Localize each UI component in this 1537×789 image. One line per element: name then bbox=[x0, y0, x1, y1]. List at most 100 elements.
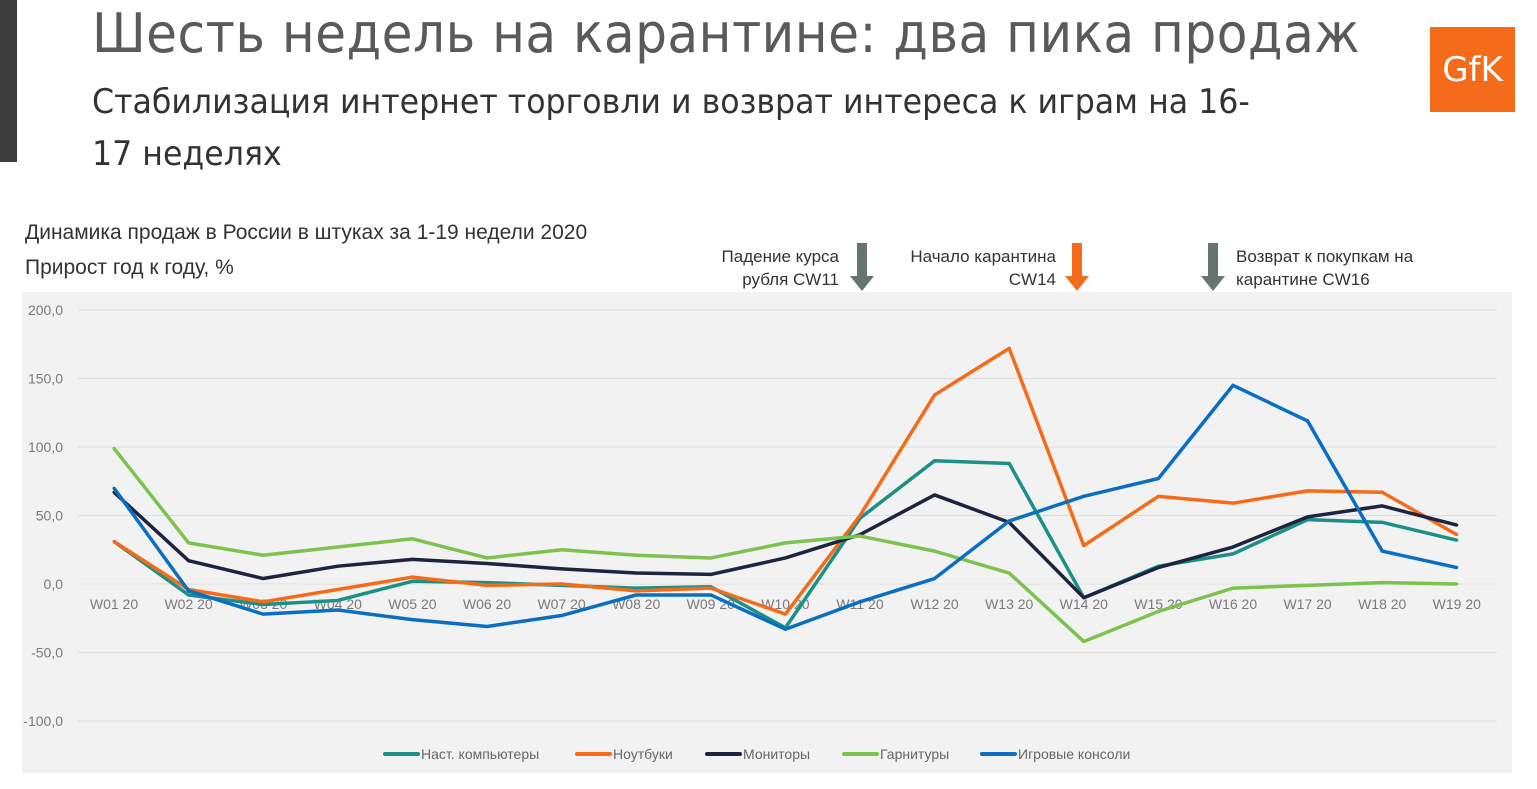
chart-area bbox=[22, 292, 1512, 773]
x-tick-label: W05 20 bbox=[388, 596, 436, 612]
y-tick-label: 150,0 bbox=[28, 371, 63, 387]
data-point bbox=[933, 577, 937, 581]
arrow-down-icon bbox=[1201, 243, 1225, 291]
x-tick-label: W13 20 bbox=[985, 596, 1033, 612]
data-point bbox=[1380, 520, 1384, 524]
data-point bbox=[485, 561, 489, 565]
annotation-ruble: Падение курса рубля CW11 bbox=[703, 245, 839, 291]
data-point bbox=[634, 571, 638, 575]
data-point bbox=[112, 446, 116, 450]
data-point bbox=[858, 600, 862, 604]
data-point bbox=[1082, 596, 1086, 600]
data-point bbox=[933, 493, 937, 497]
data-point bbox=[709, 556, 713, 560]
data-point bbox=[485, 581, 489, 585]
data-point bbox=[112, 540, 116, 544]
y-tick-label: 200,0 bbox=[28, 302, 63, 318]
data-point bbox=[1380, 490, 1384, 494]
data-point bbox=[1306, 489, 1310, 493]
annotation-quarantine: Начало карантина CW14 bbox=[880, 245, 1056, 291]
chart-caption: Динамика продаж в России в штуках за 1-1… bbox=[25, 221, 588, 244]
data-point bbox=[336, 608, 340, 612]
data-point bbox=[858, 534, 862, 538]
x-tick-label: W11 20 bbox=[836, 596, 883, 612]
x-tick-label: W06 20 bbox=[463, 596, 511, 612]
data-point bbox=[1455, 566, 1459, 570]
page-subtitle: Стабилизация интернет торговли и возврат… bbox=[92, 82, 1250, 174]
data-point bbox=[1082, 494, 1086, 498]
data-point bbox=[560, 614, 564, 618]
legend-label: Игровые консоли bbox=[1018, 746, 1130, 762]
y-tick-label: 50,0 bbox=[36, 508, 63, 524]
data-point bbox=[634, 589, 638, 593]
data-point bbox=[1082, 640, 1086, 644]
data-point bbox=[783, 556, 787, 560]
data-point bbox=[1007, 461, 1011, 465]
data-point bbox=[410, 618, 414, 622]
data-point bbox=[1380, 504, 1384, 508]
data-point bbox=[1156, 494, 1160, 498]
x-tick-label: W14 20 bbox=[1060, 596, 1108, 612]
data-point bbox=[709, 593, 713, 597]
data-point bbox=[1007, 346, 1011, 350]
data-point bbox=[1455, 523, 1459, 527]
annotation-line: CW14 bbox=[1008, 270, 1056, 289]
gfk-logo: GfK bbox=[1430, 27, 1515, 112]
x-tick-label: W19 20 bbox=[1433, 596, 1481, 612]
data-point bbox=[261, 577, 265, 581]
data-point bbox=[112, 486, 116, 490]
x-tick-label: W07 20 bbox=[537, 596, 585, 612]
data-point bbox=[1231, 552, 1235, 556]
data-point bbox=[783, 612, 787, 616]
x-tick-label: W16 20 bbox=[1209, 596, 1257, 612]
data-point bbox=[1007, 519, 1011, 523]
data-point bbox=[336, 587, 340, 591]
y-tick-label: -100,0 bbox=[23, 713, 63, 729]
data-point bbox=[261, 553, 265, 557]
data-point bbox=[1380, 581, 1384, 585]
data-point bbox=[1007, 571, 1011, 575]
data-point bbox=[1156, 566, 1160, 570]
x-tick-label: W02 20 bbox=[164, 596, 212, 612]
data-point bbox=[410, 579, 414, 583]
data-point bbox=[709, 586, 713, 590]
annotation-line: Начало карантина bbox=[910, 247, 1056, 266]
data-point bbox=[1082, 544, 1086, 548]
data-point bbox=[336, 564, 340, 568]
legend-label: Ноутбуки bbox=[613, 746, 673, 762]
data-point bbox=[187, 589, 191, 593]
data-point bbox=[1455, 582, 1459, 586]
data-point bbox=[1231, 545, 1235, 549]
x-tick-label: W12 20 bbox=[910, 596, 958, 612]
annotation-line: Падение курса bbox=[721, 247, 839, 266]
data-point bbox=[485, 624, 489, 628]
data-point bbox=[187, 541, 191, 545]
data-point bbox=[187, 593, 191, 597]
data-point bbox=[858, 514, 862, 517]
data-point bbox=[1306, 515, 1310, 519]
data-point bbox=[783, 627, 787, 631]
data-point bbox=[1455, 538, 1459, 542]
y-tick-label: 0,0 bbox=[44, 576, 64, 592]
data-point bbox=[933, 549, 937, 553]
x-tick-label: W18 20 bbox=[1358, 596, 1406, 612]
data-point bbox=[485, 583, 489, 587]
data-point bbox=[1156, 477, 1160, 481]
legend-label: Наст. компьютеры bbox=[421, 746, 539, 762]
annotation-line: карантине CW16 bbox=[1236, 270, 1370, 289]
data-point bbox=[933, 393, 937, 397]
series-line-1 bbox=[113, 346, 1458, 616]
data-point bbox=[1380, 549, 1384, 553]
data-point bbox=[560, 548, 564, 552]
data-point bbox=[336, 545, 340, 549]
data-point bbox=[634, 593, 638, 597]
data-point bbox=[1231, 501, 1235, 505]
annotation-line: Возврат к покупкам на bbox=[1236, 247, 1414, 266]
legend-label: Гарнитуры bbox=[880, 746, 949, 762]
annotation-line: рубля CW11 bbox=[742, 270, 839, 289]
data-point bbox=[336, 598, 340, 602]
annotation-return: Возврат к покупкам на карантине CW16 bbox=[1236, 245, 1413, 291]
data-point bbox=[634, 586, 638, 590]
data-point bbox=[1455, 533, 1459, 537]
data-point bbox=[1156, 609, 1160, 613]
